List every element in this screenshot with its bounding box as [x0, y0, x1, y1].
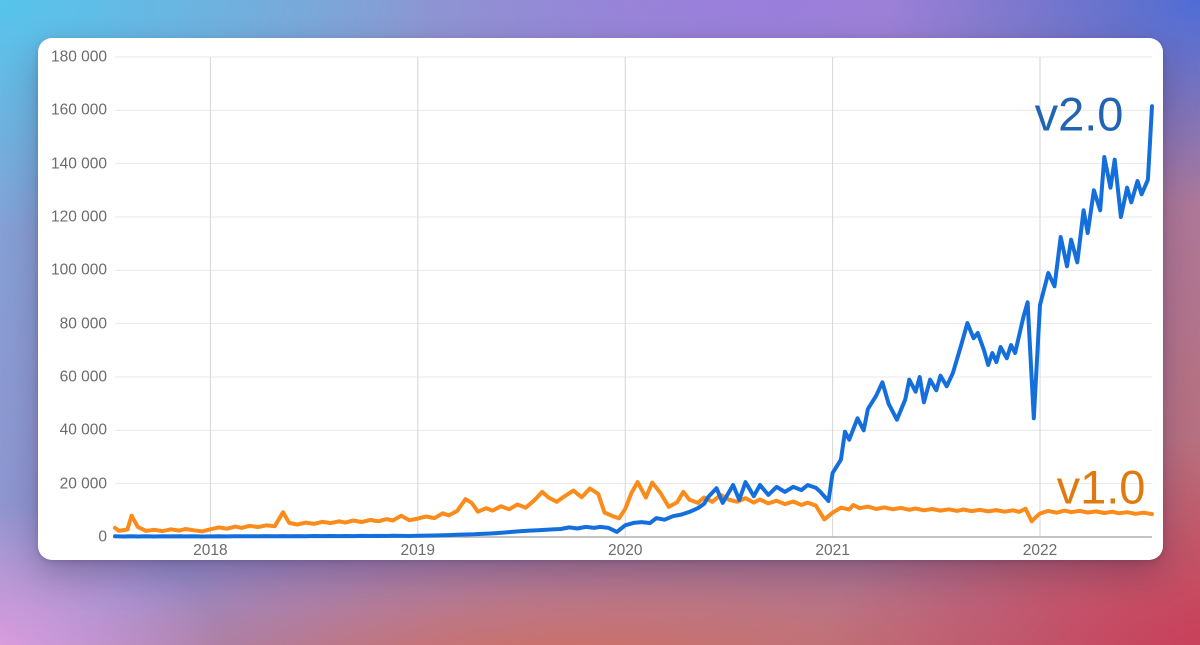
- y-axis-tick-label: 180 000: [50, 48, 107, 66]
- y-axis-tick-label: 100 000: [50, 261, 107, 279]
- x-axis-tick-label: 2019: [400, 542, 436, 559]
- y-axis-tick-label: 160 000: [50, 101, 107, 119]
- series-label-v1: v1.0: [1056, 460, 1146, 514]
- y-axis-tick-label: 80 000: [59, 314, 107, 332]
- y-axis-tick-label: 20 000: [59, 474, 107, 492]
- x-axis-tick-label: 2020: [607, 542, 643, 559]
- y-axis-tick-label: 120 000: [50, 208, 107, 226]
- chart-plot-area[interactable]: [38, 38, 1163, 560]
- series-label-v2: v2.0: [1034, 87, 1124, 141]
- series-line-v2.0: [113, 104, 1154, 539]
- chart-card: 0 20 000 40 000 60 000 80 000 100 000 120 000 1…: [38, 38, 1163, 560]
- x-axis-tick-label: 2021: [815, 542, 850, 559]
- y-axis-tick-label: 0: [98, 528, 107, 546]
- series-line-v1.0: [113, 480, 1154, 534]
- y-axis-tick-label: 60 000: [59, 368, 107, 386]
- y-axis-tick-label: 40 000: [59, 421, 107, 439]
- x-axis-tick-label: 2022: [1022, 542, 1058, 559]
- y-axis-tick-label: 140 000: [50, 154, 107, 172]
- x-axis-tick-label: 2018: [193, 542, 228, 559]
